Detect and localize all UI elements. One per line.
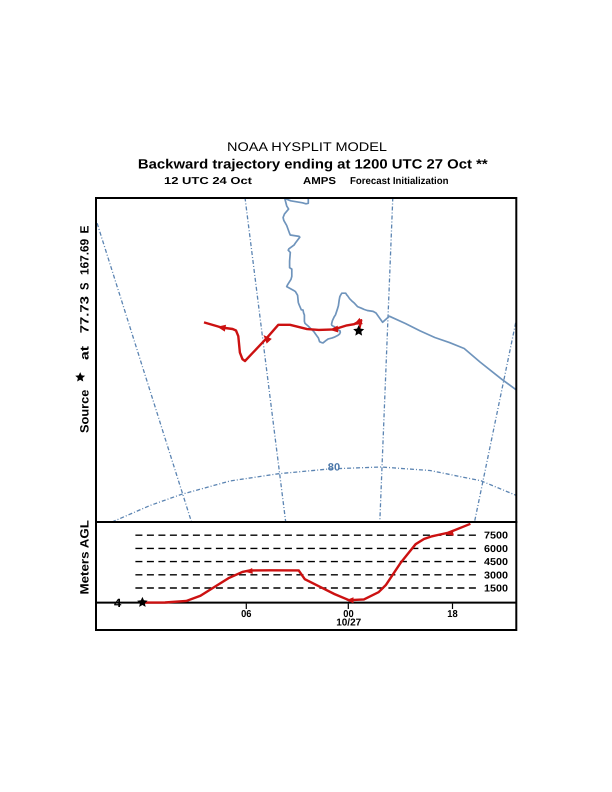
svg-text:Meters AGL: Meters AGL [78, 520, 92, 594]
svg-text:06: 06 [241, 609, 252, 620]
svg-text:4500: 4500 [484, 557, 508, 568]
svg-text:4: 4 [114, 596, 122, 610]
svg-text:10/27: 10/27 [336, 617, 361, 628]
svg-text:77.73: 77.73 [78, 296, 92, 334]
svg-text:7500: 7500 [484, 531, 508, 542]
svg-text:NOAA HYSPLIT MODEL: NOAA HYSPLIT MODEL [227, 140, 387, 154]
svg-text:Source: Source [78, 389, 92, 433]
svg-text:E: E [78, 226, 92, 234]
svg-text:AMPS: AMPS [303, 176, 336, 187]
svg-text:1500: 1500 [484, 584, 508, 595]
svg-text:Backward trajectory ending at: Backward trajectory ending at 1200 UTC 2… [138, 156, 489, 171]
svg-text:6000: 6000 [484, 544, 508, 555]
svg-text:S: S [78, 283, 92, 291]
svg-text:167.69: 167.69 [78, 238, 92, 275]
svg-text:80: 80 [328, 462, 340, 474]
svg-text:00: 00 [343, 609, 354, 620]
svg-text:Forecast Initialization: Forecast Initialization [350, 176, 449, 187]
svg-text:3000: 3000 [484, 570, 508, 581]
svg-text:18: 18 [447, 609, 458, 620]
svg-text:at: at [78, 346, 92, 360]
svg-text:12 UTC 24 Oct: 12 UTC 24 Oct [164, 176, 253, 187]
